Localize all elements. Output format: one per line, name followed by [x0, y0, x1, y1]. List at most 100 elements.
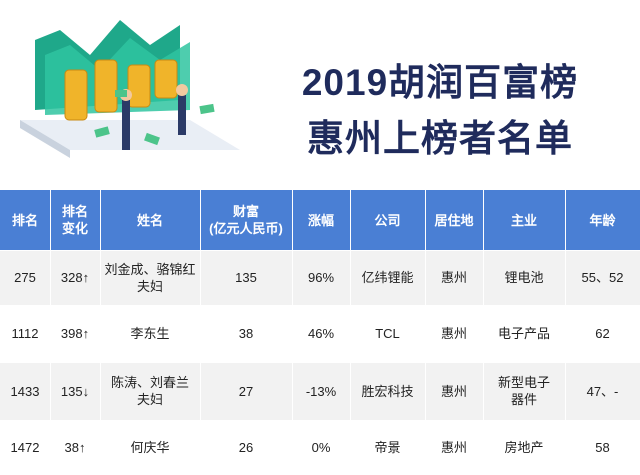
cell-text: 夫妇: [136, 392, 163, 407]
column-divider: [425, 190, 426, 475]
cell-text: 排名: [11, 212, 38, 228]
row-divider: [0, 362, 640, 363]
cell-text: 夫妇: [136, 278, 163, 294]
cell-text: 何庆华: [130, 440, 170, 455]
table-cell: 38↑: [50, 420, 100, 475]
table-cell: 惠州: [425, 362, 483, 420]
column-divider: [565, 190, 566, 475]
cell-text: 惠州: [440, 270, 467, 285]
column-divider: [200, 190, 201, 475]
table-cell: 锂电池: [483, 250, 565, 305]
cell-text: 135: [235, 270, 257, 285]
table-cell: 55、52: [565, 250, 640, 305]
cell-text: 惠州: [440, 326, 467, 341]
coin-stack: [64, 69, 88, 121]
table-cell: 李东生: [100, 305, 200, 362]
table-cell: 398↑: [50, 305, 100, 362]
cell-text: 胜宏科技: [361, 383, 414, 399]
cell-text: 主业: [510, 212, 537, 228]
cell-text: 涨幅: [307, 212, 334, 228]
table-cell: 135↓: [50, 362, 100, 420]
row-background: [0, 420, 640, 475]
table-cell: TCL: [350, 305, 425, 362]
table-cell: 1472: [0, 420, 50, 475]
table-cell: 47、-: [565, 362, 640, 420]
row-background: [0, 362, 640, 420]
column-divider: [350, 190, 351, 475]
table-cell: 惠州: [425, 420, 483, 475]
table-cell: 胜宏科技: [350, 362, 425, 420]
cell-text: 财富: [232, 204, 259, 219]
row-background: [0, 250, 640, 305]
cell-text: 惠州: [440, 440, 467, 455]
cell-text: 器件: [510, 392, 537, 407]
row-background: [0, 190, 640, 250]
table-cell: 1433: [0, 362, 50, 420]
cell-text: 新型电子: [497, 375, 550, 390]
cell-text: 帝景: [374, 440, 401, 455]
column-divider: [483, 190, 484, 475]
cell-text: 惠州: [440, 383, 467, 399]
cell-text: 年龄: [589, 212, 616, 228]
column-divider: [292, 190, 293, 475]
table-cell: 27: [200, 362, 292, 420]
table-cell: -13%: [292, 362, 350, 420]
cell-text: 居住地: [434, 212, 474, 228]
cell-text: 电子产品: [497, 326, 550, 341]
column-divider: [50, 190, 51, 475]
table-cell: 135: [200, 250, 292, 305]
table-cell: 96%: [292, 250, 350, 305]
cell-text: 房地产: [504, 440, 544, 455]
cell-text: 38: [238, 326, 254, 341]
banknote: [199, 103, 215, 115]
platform-side: [20, 120, 70, 158]
cell-text: 135↓: [60, 383, 90, 399]
column-divider: [100, 190, 101, 475]
header-cell: 公司: [350, 190, 425, 250]
cell-text: -13%: [305, 383, 337, 399]
header-cell: 居住地: [425, 190, 483, 250]
table-cell: 38: [200, 305, 292, 362]
cell-text: 38↑: [64, 440, 86, 455]
person-head: [176, 84, 188, 96]
cell-text: 变化: [61, 221, 88, 236]
coin-stack: [94, 59, 118, 113]
coin-stack: [154, 59, 178, 99]
cell-text: 陈涛、刘春兰: [110, 375, 189, 390]
cell-text: 26: [238, 440, 254, 455]
illustration: [20, 20, 240, 158]
table-cell: 62: [565, 305, 640, 362]
banknote: [144, 132, 160, 146]
table-cell: 26: [200, 420, 292, 475]
table-cell: 何庆华: [100, 420, 200, 475]
person: [178, 95, 186, 135]
header-cell: 排名: [0, 190, 50, 250]
row-divider: [0, 250, 640, 251]
cell-text: 27: [238, 383, 254, 399]
cell-text: 46%: [307, 326, 335, 341]
header-cell: 年龄: [565, 190, 640, 250]
title-line: 2019胡润百富榜: [301, 62, 579, 103]
table-cell: 275: [0, 250, 50, 305]
cell-text: 328↑: [60, 270, 90, 285]
cell-text: 275: [14, 270, 36, 285]
cell-text: 锂电池: [504, 270, 544, 285]
table-cell: 亿纬锂能: [350, 250, 425, 305]
table-cell: 0%: [292, 420, 350, 475]
cell-text: 58: [595, 440, 610, 455]
title-line: 惠州上榜者名单: [307, 118, 573, 159]
table-cell: 电子产品: [483, 305, 565, 362]
cell-text: 公司: [374, 212, 401, 228]
table-cell: 陈涛、刘春兰 夫妇: [100, 362, 200, 420]
cell-text: 1433: [10, 383, 40, 399]
table-cell: 58: [565, 420, 640, 475]
cell-text: 1472: [10, 440, 40, 455]
table-cell: 帝景: [350, 420, 425, 475]
coin-stack: [127, 64, 151, 108]
table-cell: 328↑: [50, 250, 100, 305]
cell-text: 398↑: [60, 326, 90, 341]
person: [122, 100, 130, 150]
header-cell: 涨幅: [292, 190, 350, 250]
cell-text: (亿元人民币): [209, 221, 283, 236]
